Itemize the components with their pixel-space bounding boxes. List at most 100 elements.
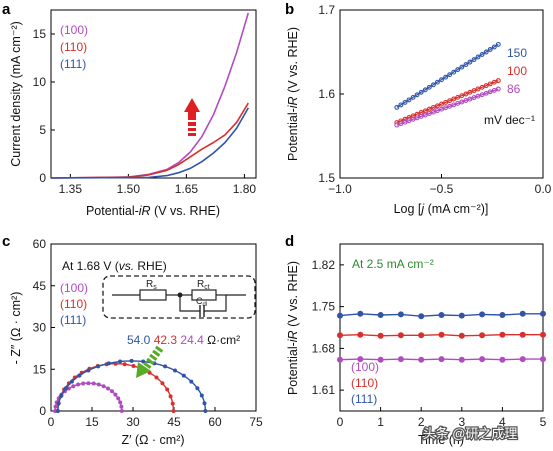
panel-c-point-0 <box>110 389 114 394</box>
panel-c: c 0 15 30 45 60 75 0 15 30 45 60 Rs Rct Cdl At 1.6… <box>2 233 263 447</box>
arrow-dash-1 <box>188 122 196 126</box>
tafel-slope-100: 86 <box>507 82 521 96</box>
panel-c-point-2 <box>77 373 82 378</box>
resistor-rs <box>139 289 167 301</box>
panel-c-point-0 <box>91 381 96 386</box>
panel-d-point-2 <box>397 356 404 363</box>
panel-c-legend: (100) (110) (111) <box>60 281 88 327</box>
x-tick-label: 0 <box>337 415 344 429</box>
x-tick-label: 3 <box>458 415 465 429</box>
panel-c-point-1 <box>168 394 173 399</box>
panel-b-ylabel: Potential-iR (V vs. RHE) <box>286 27 300 161</box>
panel-c-point-0 <box>106 386 110 391</box>
panel-c-point-0 <box>71 384 76 389</box>
green-arrow <box>136 345 164 378</box>
y-tick-label: 1.75 <box>312 300 336 314</box>
panel-c-point-0 <box>116 396 121 401</box>
panel-d-point-0 <box>377 312 384 318</box>
panel-d-point-2 <box>337 356 343 363</box>
panel-c-point-0 <box>119 409 124 413</box>
panel-c-ticks: 0 15 30 45 60 75 0 15 30 45 60 <box>33 237 263 429</box>
panel-c-point-0 <box>119 404 124 409</box>
panel-c-point-2 <box>203 409 208 413</box>
x-tick-label: −0.5 <box>430 182 454 196</box>
y-tick-label: 15 <box>33 27 47 41</box>
x-tick-label: 5 <box>540 415 547 429</box>
panel-c-letter: c <box>2 233 10 250</box>
circuit-box: Rs Rct Cdl <box>102 275 256 319</box>
panel-d-point-2 <box>418 356 425 363</box>
tafel-slope-110: 100 <box>507 64 527 78</box>
x-tick-label: 30 <box>126 415 140 429</box>
panel-c-point-0 <box>66 386 71 391</box>
panel-d-point-1 <box>519 331 526 338</box>
panel-c-point-2 <box>189 379 194 384</box>
panel-c-point-1 <box>154 375 159 380</box>
resistance-111: 54.0 <box>127 333 151 347</box>
panel-d-point-0 <box>519 310 526 317</box>
x-tick-label: 1.65 <box>175 182 199 196</box>
panel-b-xlabel: Log [j (mA cm⁻²)] <box>394 202 489 216</box>
resistance-100: 24.4 <box>180 333 204 347</box>
panel-d-point-0 <box>418 313 425 320</box>
x-tick-label: 60 <box>208 415 222 429</box>
panel-d-point-1 <box>357 331 364 338</box>
x-tick-label: 0 <box>48 415 55 429</box>
panel-c-point-0 <box>118 400 123 405</box>
panel-d-point-1 <box>540 331 546 338</box>
panel-d-point-0 <box>438 312 445 318</box>
panel-d-point-2 <box>458 356 465 363</box>
panel-c-point-0 <box>113 392 118 397</box>
panel-d-point-1 <box>499 331 506 338</box>
panel-c-point-2 <box>173 368 177 373</box>
panel-c-point-2 <box>55 409 60 413</box>
panel-c-point-0 <box>96 382 101 387</box>
panel-b-fit-1 <box>396 80 499 124</box>
panel-c-point-2 <box>195 386 200 391</box>
legend-label-111: (111) <box>351 392 377 406</box>
panel-d-lines <box>337 310 546 363</box>
tafel-unit: mV dec⁻¹ <box>484 113 535 127</box>
panel-b-lines <box>394 41 501 128</box>
panel-a: a 1.35 1.50 1.65 1.80 0 5 10 15 (100) (110) (11… <box>2 1 257 218</box>
panel-c-lines <box>53 358 208 413</box>
legend-label-111: (111) <box>60 57 86 71</box>
arrow-head-icon <box>184 98 200 120</box>
panel-c-point-1 <box>170 401 175 406</box>
panel-c-point-0 <box>53 404 58 409</box>
x-tick-label: 4 <box>499 415 506 429</box>
panel-c-point-2 <box>163 364 168 369</box>
label-cdl: Cdl <box>196 296 207 308</box>
panel-d-point-2 <box>438 356 445 363</box>
panel-d-letter: d <box>285 233 294 250</box>
x-tick-label: −1.0 <box>328 182 352 196</box>
tafel-slope-111: 150 <box>507 46 527 60</box>
panel-c-point-2 <box>141 359 146 364</box>
panel-d-point-0 <box>479 311 486 318</box>
panel-d-legend: (100) (110) (111) <box>351 360 379 406</box>
green-arrow-head-icon <box>136 362 151 378</box>
panel-c-xlabel: Z′ (Ω · cm²) <box>121 433 184 447</box>
watermark: 头条 @研之成理 <box>421 425 518 443</box>
panel-d-point-0 <box>540 310 546 317</box>
panel-c-point-1 <box>160 381 165 386</box>
panel-d-point-0 <box>337 312 343 319</box>
panel-c-point-2 <box>96 364 101 369</box>
x-tick-label: 1.35 <box>59 182 83 196</box>
y-tick-label: 0 <box>39 404 46 418</box>
green-arrow-shaft <box>140 345 164 373</box>
panel-c-condition: At 1.68 V (vs. RHE) <box>62 259 167 273</box>
panel-c-point-2 <box>56 401 61 406</box>
panel-d-ylabel: Potential-iR (V vs. RHE) <box>286 261 300 395</box>
y-tick-label: 1.82 <box>312 258 336 272</box>
x-tick-label: 15 <box>85 415 99 429</box>
panel-d-point-2 <box>357 356 364 363</box>
panel-c-point-2 <box>181 373 186 378</box>
panel-c-point-2 <box>69 379 74 384</box>
x-tick-label: 1 <box>377 415 384 429</box>
panel-c-fit-1 <box>57 363 175 412</box>
legend-label-110: (110) <box>60 297 87 311</box>
panel-a-series-1 <box>50 102 249 179</box>
panel-c-point-2 <box>118 359 123 364</box>
